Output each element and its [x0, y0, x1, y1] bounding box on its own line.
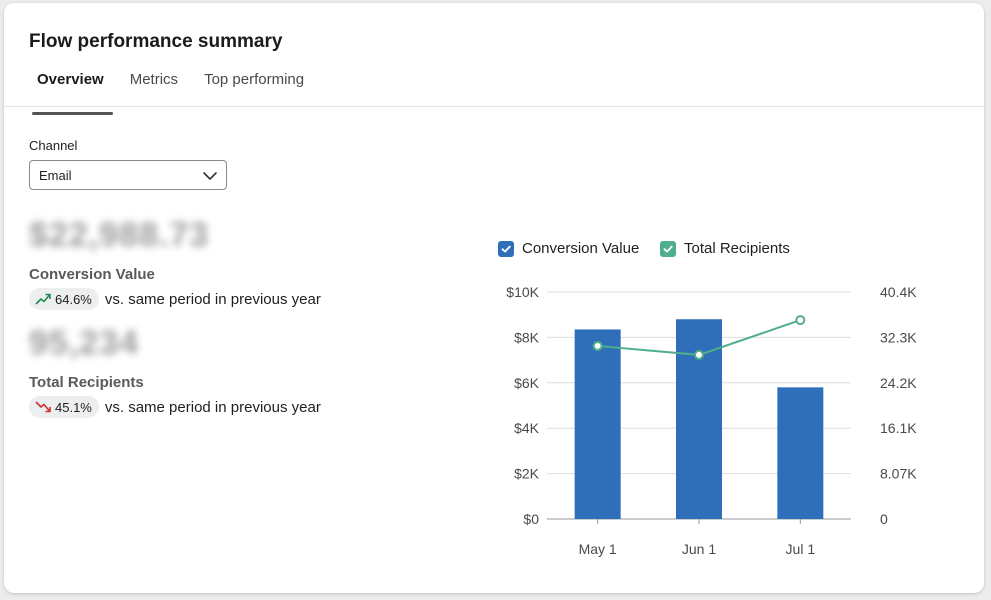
tab-top-performing[interactable]: Top performing [204, 71, 305, 88]
y-right-tick-label: 8.07K [880, 466, 917, 482]
line-point [592, 340, 603, 351]
conversion-value-delta-badge: 64.6% [29, 288, 99, 310]
x-tick-label: Jul 1 [786, 541, 816, 557]
trend-up-icon [35, 293, 51, 305]
line-point [795, 315, 806, 326]
total-recipients-delta-row: 45.1% vs. same period in previous year [29, 396, 321, 418]
bar [777, 387, 824, 519]
card-title: Flow performance summary [29, 31, 283, 52]
total-recipients-delta-badge: 45.1% [29, 396, 99, 418]
tabs-divider [4, 106, 984, 107]
tab-overview[interactable]: Overview [29, 65, 113, 115]
y-right-tick-label: 32.3K [880, 329, 917, 345]
y-left-tick-label: $6K [514, 375, 540, 391]
checkbox-checked-icon [660, 240, 676, 257]
y-right-tick-label: 40.4K [880, 284, 917, 300]
legend-total-recipients[interactable]: Total Recipients [660, 240, 790, 257]
y-left-tick-label: $10K [506, 284, 539, 300]
x-tick-label: May 1 [579, 541, 617, 557]
conversion-value-comparison: vs. same period in previous year [104, 290, 321, 308]
line-point [694, 349, 704, 360]
y-left-tick-label: $2K [514, 466, 540, 482]
channel-label: Channel [29, 138, 78, 153]
legend-label: Conversion Value [522, 240, 640, 257]
y-right-tick-label: 24.2K [880, 375, 917, 391]
chevron-down-icon [203, 172, 217, 180]
tab-bar: Overview Metrics Top performing [29, 65, 322, 115]
channel-select[interactable]: Email [29, 160, 227, 190]
tab-metrics[interactable]: Metrics [129, 71, 179, 88]
bar [574, 329, 621, 519]
legend-conversion-value[interactable]: Conversion Value [498, 240, 639, 257]
checkbox-checked-icon [498, 240, 514, 257]
y-right-tick-label: 16.1K [880, 420, 917, 436]
channel-select-value: Email [39, 168, 72, 183]
y-right-tick-label: 0 [880, 511, 888, 527]
performance-chart: $0 0 $2K 8.07K $4K 16.1K $6K 24.2K $8K 32.3K $10K 4… [506, 284, 917, 557]
trend-down-icon [35, 401, 51, 413]
total-recipients-delta: 45.1% [55, 399, 92, 415]
conversion-value-label: Conversion Value [29, 266, 155, 283]
x-tick-label: Jun 1 [682, 541, 716, 557]
total-recipients-label: Total Recipients [29, 374, 144, 391]
legend-label: Total Recipients [684, 240, 790, 257]
y-left-tick-label: $0 [523, 511, 539, 527]
conversion-value-delta: 64.6% [55, 291, 92, 307]
total-recipients-comparison: vs. same period in previous year [104, 398, 321, 416]
conversion-value-delta-row: 64.6% vs. same period in previous year [29, 288, 321, 310]
y-left-tick-label: $8K [514, 329, 540, 345]
flow-performance-card: Flow performance summary Overview Metric… [4, 3, 984, 593]
conversion-value-amount: $22,988.73 [29, 216, 210, 254]
total-recipients-amount: 95,234 [29, 324, 139, 362]
y-left-tick-label: $4K [514, 420, 540, 436]
